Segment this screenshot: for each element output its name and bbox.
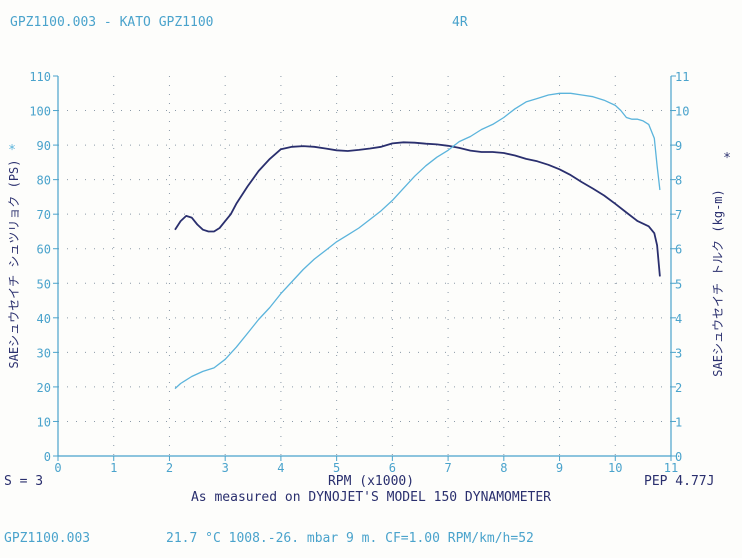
y-right-tick-label: 11 — [675, 70, 689, 84]
torque-curve — [174, 92, 661, 390]
x-tick-label: 7 — [444, 461, 451, 475]
footer-conditions: 21.7 °C 1008.-26. mbar 9 m. CF=1.00 RPM/… — [166, 531, 534, 546]
x-tick-label: 6 — [389, 461, 396, 475]
x-tick-label: 8 — [500, 461, 507, 475]
chart-grid — [58, 76, 671, 456]
y-left-tick-label: 30 — [37, 346, 51, 360]
y-right-tick-label: 3 — [675, 346, 682, 360]
y-right-tick-label: 4 — [675, 312, 682, 326]
y-left-tick-label: 60 — [37, 243, 51, 257]
chart-axes — [57, 76, 672, 457]
y-left-tick-label: 110 — [29, 70, 51, 84]
x-axis-label: RPM (x1000) — [327, 474, 415, 489]
y-left-tick-label: 90 — [37, 139, 51, 153]
gear-label: 4R — [452, 15, 468, 30]
y-right-title: SAEシュウセイチ トルク (kg-m) — [711, 189, 725, 376]
y-right-tick-label: 1 — [675, 415, 682, 429]
y-left-tick-label: 80 — [37, 174, 51, 188]
y-left-title: SAEシュウセイチ シュツリョク (PS) — [7, 159, 21, 368]
pep-value: PEP 4.77J — [644, 474, 715, 489]
y-left-tick-label: 50 — [37, 277, 51, 291]
chart-ticks: 0 1 2 3 4 5 6 7 8 9 10 1101020304050607080901001100… — [29, 70, 689, 475]
x-tick-label: 5 — [333, 461, 340, 475]
x-tick-label: 3 — [222, 461, 229, 475]
dyno-caption: As measured on DYNOJET'S MODEL 150 DYNAM… — [190, 490, 552, 505]
x-tick-label: 4 — [277, 461, 284, 475]
y-left-tick-label: 40 — [37, 312, 51, 326]
x-tick-label: 1 — [110, 461, 117, 475]
x-tick-label: 0 — [54, 461, 61, 475]
y-left-tick-label: 20 — [37, 381, 51, 395]
y-right-tick-label: 10 — [675, 105, 689, 119]
power-curve — [174, 141, 661, 277]
y-left-tick-label: 70 — [37, 208, 51, 222]
y-left-tick-label: 100 — [29, 105, 51, 119]
y-left-tick-label: 0 — [44, 450, 51, 464]
smoothing-value: S = 3 — [4, 474, 44, 489]
y-right-tick-label: 2 — [675, 381, 682, 395]
y-right-tick-label: 7 — [675, 208, 682, 222]
footer-filename: GPZ1100.003 — [4, 531, 91, 546]
y-right-tick-label: 6 — [675, 243, 682, 257]
y-axis-labels: SAEシュウセイチ シュツリョク (PS) SAEシュウセイチ トルク (kg-m… — [7, 143, 731, 377]
x-tick-label: 9 — [556, 461, 563, 475]
y-right-tick-label: 8 — [675, 174, 682, 188]
x-tick-label: 10 — [608, 461, 622, 475]
y-right-tick-label: 0 — [675, 450, 682, 464]
y-right-tick-label: 5 — [675, 277, 682, 291]
power-legend-marker: * — [8, 143, 16, 158]
torque-legend-marker: * — [723, 151, 731, 166]
x-tick-label: 11 — [664, 461, 678, 475]
chart-series — [174, 92, 661, 390]
y-left-tick-label: 10 — [37, 415, 51, 429]
y-right-tick-label: 9 — [675, 139, 682, 153]
run-title: GPZ1100.003 - KATO GPZ1100 — [10, 15, 214, 30]
x-tick-label: 2 — [166, 461, 173, 475]
